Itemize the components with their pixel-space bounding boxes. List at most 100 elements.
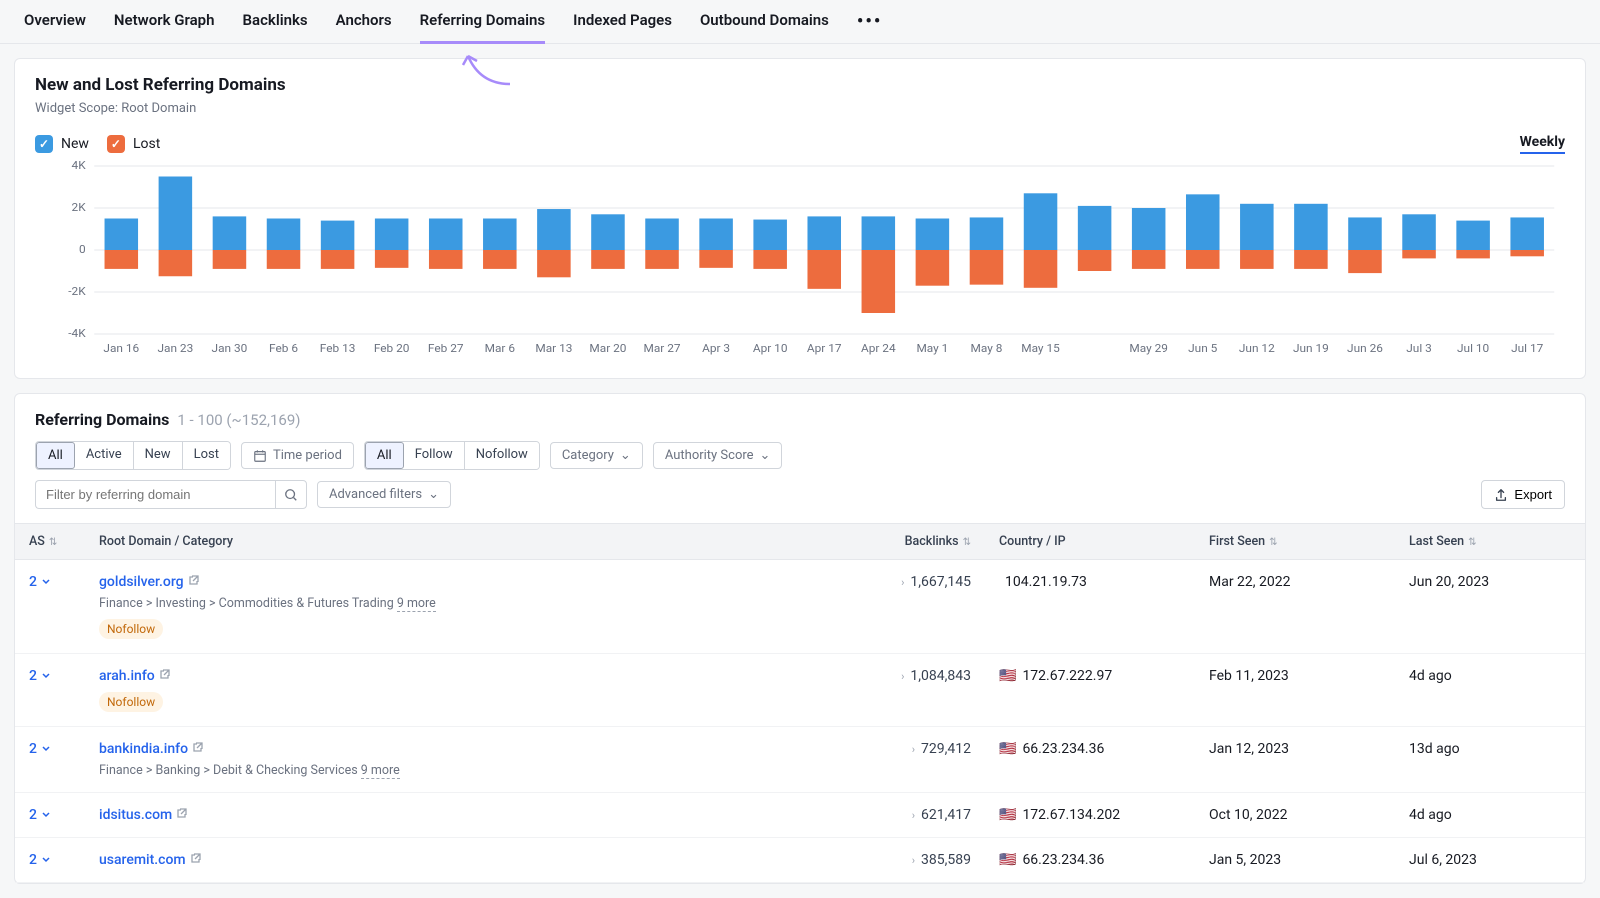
svg-text:Mar 13: Mar 13 xyxy=(535,341,572,354)
svg-text:0: 0 xyxy=(79,242,86,255)
last-seen: Jun 20, 2023 xyxy=(1395,560,1585,654)
col-last[interactable]: Last Seen⇅ xyxy=(1395,524,1585,560)
category-more[interactable]: 9 more xyxy=(397,596,436,612)
col-country[interactable]: Country / IP xyxy=(985,524,1195,560)
svg-text:Feb 20: Feb 20 xyxy=(374,341,410,354)
flag-icon: 🇺🇸 xyxy=(999,741,1016,757)
tab-backlinks[interactable]: Backlinks xyxy=(243,0,308,44)
chevron-down-icon xyxy=(41,810,51,820)
col-domain[interactable]: Root Domain / Category xyxy=(85,524,785,560)
chevron-down-icon xyxy=(41,855,51,865)
tab-referring-domains[interactable]: Referring Domains xyxy=(420,0,546,44)
search-button[interactable] xyxy=(275,480,307,509)
ip-address: 172.67.222.97 xyxy=(1022,668,1112,684)
svg-text:Mar 27: Mar 27 xyxy=(644,341,681,354)
svg-text:Jun 26: Jun 26 xyxy=(1347,341,1383,354)
svg-text:Jan 16: Jan 16 xyxy=(103,341,139,354)
timeperiod-button[interactable]: Time period xyxy=(241,442,354,469)
tab-indexed-pages[interactable]: Indexed Pages xyxy=(573,0,672,44)
backlinks-count: 1,667,145 xyxy=(910,574,971,590)
chevron-down-icon xyxy=(41,577,51,587)
search-icon xyxy=(284,488,298,502)
table-row: 2 idsitus.com ›621,417 🇺🇸172.67.134.202 … xyxy=(15,793,1585,838)
table-row: 2 bankindia.info Finance > Banking > Deb… xyxy=(15,727,1585,793)
svg-text:May 1: May 1 xyxy=(916,341,948,354)
svg-text:Feb 27: Feb 27 xyxy=(428,341,464,354)
authority-dropdown[interactable]: Authority Score ⌄ xyxy=(653,442,783,469)
bar-chart: 4K2K0-2K-4KJan 16Jan 23Jan 30Feb 6Feb 13… xyxy=(35,158,1565,358)
last-seen: 13d ago xyxy=(1395,727,1585,793)
svg-text:Apr 17: Apr 17 xyxy=(807,341,842,354)
filter-active[interactable]: Active xyxy=(75,442,134,469)
svg-text:Jun 5: Jun 5 xyxy=(1188,341,1217,354)
advanced-filters-dropdown[interactable]: Advanced filters ⌄ xyxy=(317,481,451,508)
ip-address: 66.23.234.36 xyxy=(1022,741,1104,757)
as-expand[interactable]: 2 xyxy=(29,807,51,823)
category-more[interactable]: 9 more xyxy=(361,763,400,779)
domain-link[interactable]: goldsilver.org xyxy=(99,574,184,590)
svg-text:Apr 10: Apr 10 xyxy=(753,341,788,354)
table-title: Referring Domains xyxy=(35,410,169,429)
legend-new[interactable]: ✓ New xyxy=(35,135,89,153)
chart-title: New and Lost Referring Domains xyxy=(35,75,1565,95)
filter-all[interactable]: All xyxy=(36,442,75,469)
backlinks-count: 385,589 xyxy=(921,852,971,868)
ip-address: 66.23.234.36 xyxy=(1022,852,1104,868)
filter-nofollow[interactable]: Nofollow xyxy=(465,442,539,469)
table-range: 1 - 100 (~152,169) xyxy=(177,411,300,429)
flag-icon: 🇺🇸 xyxy=(999,807,1016,823)
domain-link[interactable]: usaremit.com xyxy=(99,852,186,868)
first-seen: Jan 12, 2023 xyxy=(1195,727,1395,793)
ip-address: 104.21.19.73 xyxy=(1005,574,1087,590)
svg-text:Jul 10: Jul 10 xyxy=(1457,341,1489,354)
svg-text:May 15: May 15 xyxy=(1021,341,1060,354)
ip-address: 172.67.134.202 xyxy=(1022,807,1120,823)
first-seen: Jan 5, 2023 xyxy=(1195,838,1395,883)
chevron-down-icon xyxy=(41,671,51,681)
filter-lost[interactable]: Lost xyxy=(183,442,230,469)
domain-link[interactable]: arah.info xyxy=(99,668,155,684)
svg-text:May 8: May 8 xyxy=(971,341,1003,354)
flag-icon: 🇺🇸 xyxy=(999,668,1016,684)
as-expand[interactable]: 2 xyxy=(29,668,51,684)
tab-outbound-domains[interactable]: Outbound Domains xyxy=(700,0,829,44)
tab-anchors[interactable]: Anchors xyxy=(336,0,392,44)
svg-text:Apr 24: Apr 24 xyxy=(861,341,896,354)
tab-network-graph[interactable]: Network Graph xyxy=(114,0,215,44)
svg-text:Apr 3: Apr 3 xyxy=(702,341,730,354)
category-path: Finance > Banking > Debit & Checking Ser… xyxy=(99,763,771,778)
filter-all[interactable]: All xyxy=(365,442,404,469)
table-row: 2 usaremit.com ›385,589 🇺🇸66.23.234.36 J… xyxy=(15,838,1585,883)
col-first[interactable]: First Seen⇅ xyxy=(1195,524,1395,560)
legend-lost[interactable]: ✓ Lost xyxy=(107,135,160,153)
chart-subtitle: Widget Scope: Root Domain xyxy=(35,101,1565,116)
search-input[interactable] xyxy=(35,480,275,509)
as-expand[interactable]: 2 xyxy=(29,852,51,868)
col-backlinks[interactable]: Backlinks⇅ xyxy=(785,524,985,560)
backlinks-count: 729,412 xyxy=(921,741,971,757)
filter-new[interactable]: New xyxy=(134,442,183,469)
table-row: 2 goldsilver.org Finance > Investing > C… xyxy=(15,560,1585,654)
last-seen: 4d ago xyxy=(1395,654,1585,727)
as-expand[interactable]: 2 xyxy=(29,574,51,590)
tab-overview[interactable]: Overview xyxy=(24,0,86,44)
domain-link[interactable]: bankindia.info xyxy=(99,741,188,757)
filter-group-follow: AllFollowNofollow xyxy=(364,441,540,470)
external-link-icon xyxy=(159,668,171,680)
domain-link[interactable]: idsitus.com xyxy=(99,807,172,823)
domains-table: AS⇅ Root Domain / Category Backlinks⇅ Co… xyxy=(15,523,1585,883)
as-expand[interactable]: 2 xyxy=(29,741,51,757)
col-as[interactable]: AS⇅ xyxy=(15,524,85,560)
top-tabs: Overview Network Graph Backlinks Anchors Ref… xyxy=(0,0,1600,44)
category-dropdown[interactable]: Category ⌄ xyxy=(550,442,643,469)
flag-icon: 🇺🇸 xyxy=(999,852,1016,868)
first-seen: Feb 11, 2023 xyxy=(1195,654,1395,727)
tab-more[interactable]: ••• xyxy=(857,11,882,32)
table-card: Referring Domains 1 - 100 (~152,169) All… xyxy=(14,393,1586,884)
export-button[interactable]: Export xyxy=(1481,480,1565,509)
export-icon xyxy=(1494,488,1508,502)
chevron-down-icon: ⌄ xyxy=(428,487,439,502)
period-toggle-weekly[interactable]: Weekly xyxy=(1520,134,1565,154)
external-link-icon xyxy=(176,807,188,819)
filter-follow[interactable]: Follow xyxy=(404,442,465,469)
